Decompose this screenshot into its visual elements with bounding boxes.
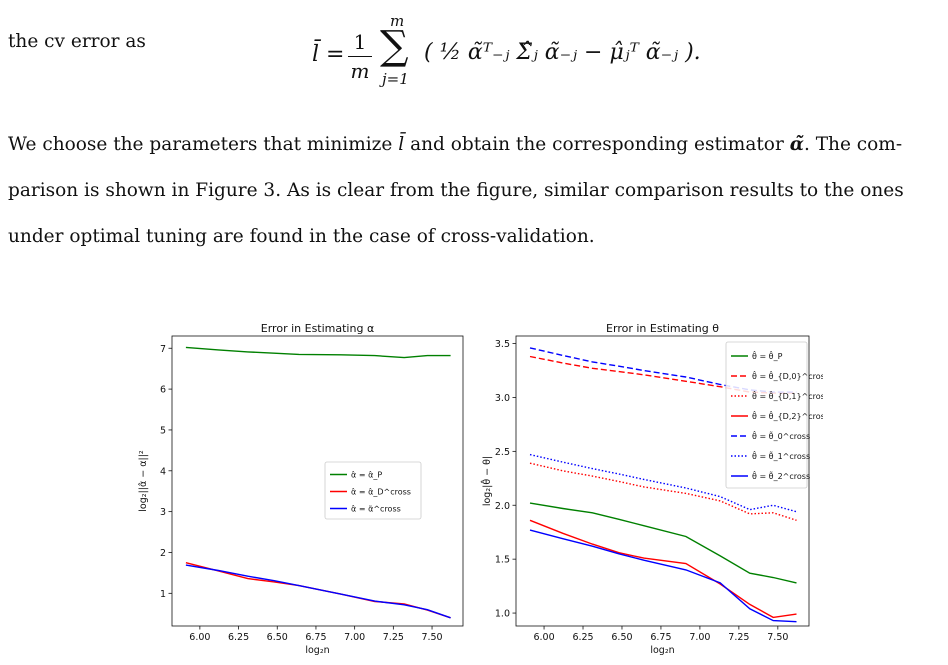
x-tick-label: 6.25 — [572, 632, 593, 643]
series-line — [185, 562, 451, 619]
legend-label: θ̂ = θ̂_{D,2}^cross — [752, 410, 823, 421]
x-tick-label: 6.25 — [228, 632, 249, 643]
plot-frame — [171, 335, 464, 627]
y-tick-label: 4 — [160, 466, 166, 477]
legend-label: θ̂ = θ̃_2^cross — [752, 470, 810, 481]
legend-label: θ̂ = θ̃_1^cross — [752, 450, 810, 461]
y-tick-label: 6 — [160, 385, 166, 396]
legend-label: θ̂ = θ̂_{D,1}^cross — [752, 390, 823, 401]
y-tick-label: 3 — [160, 507, 166, 518]
theta-error-chart: Error in Estimating θ 6.00 6.25 6.50 6.75 7.0… — [480, 322, 823, 656]
series-line — [185, 564, 451, 619]
text-line-4: under optimal tuning are found in the ca… — [8, 226, 595, 247]
equation-body: ( ½ α̃ᵀ₋ⱼ Σ̂ⱼ α̃₋ⱼ − μ̂ⱼᵀ α̃₋ⱼ ). — [424, 40, 701, 65]
y-tick-label: 2 — [160, 548, 166, 559]
x-tick-label: 7.50 — [767, 632, 788, 643]
y-axis-label: log₂|θ̂ − θ| — [480, 456, 493, 506]
x-tick-label: 7.00 — [344, 632, 365, 643]
series-line — [529, 529, 797, 623]
series-line — [529, 453, 797, 513]
y-tick-label: 3.5 — [495, 339, 510, 350]
x-tick-label: 7.25 — [383, 632, 404, 643]
alpha-error-chart: Error in Estimating α 6.00 6.25 6.50 6.75 7.0… — [138, 322, 464, 656]
text-line-1: the cv error as — [8, 31, 146, 52]
y-tick-label: 1.0 — [495, 609, 510, 620]
series-line — [185, 346, 451, 359]
y-tick-label: 2.5 — [495, 447, 510, 458]
text-line-2: We choose the parameters that minimize l… — [8, 134, 902, 156]
lbar-symbol: l̄ — [398, 134, 405, 155]
legend-label: α̂ = α̃^cross — [351, 504, 401, 514]
legend-box — [324, 461, 422, 520]
x-tick-label: 6.50 — [611, 632, 632, 643]
legend-label: θ̂ = θ̂_{D,0}^cross — [752, 370, 823, 381]
sum-lower-limit: j=1 — [382, 70, 409, 88]
equation-lhs: l̄ = — [312, 42, 345, 67]
series-line — [529, 462, 797, 521]
x-tick-label: 7.00 — [689, 632, 710, 643]
plot-frame — [515, 335, 810, 627]
y-tick-label: 7 — [160, 344, 166, 355]
y-axis-label: log₂||α̂ − α||² — [138, 450, 149, 512]
text-line-2b: and obtain the corresponding estimator — [410, 134, 784, 155]
y-tick-label: 2.0 — [495, 501, 510, 512]
legend-label: α̂ = α̂_D^cross — [351, 487, 411, 497]
legend-box — [725, 341, 808, 489]
y-tick-label: 3.0 — [495, 393, 510, 404]
fraction-denominator: m — [350, 59, 370, 83]
text-line-3: parison is shown in Figure 3. As is clea… — [8, 180, 904, 201]
sum-sign: ∑ — [380, 23, 409, 69]
x-tick-label: 6.50 — [267, 632, 288, 643]
x-tick-label: 6.00 — [189, 632, 210, 643]
cv-error-equation: l̄ = 1 m m ∑ j=1 ( ½ α̃ᵀ₋ⱼ Σ̂ⱼ α̃₋ⱼ − μ̂… — [312, 12, 732, 112]
chart-title: Error in Estimating θ — [606, 322, 719, 335]
x-axis-label: log₂n — [305, 645, 329, 656]
fraction-numerator: 1 — [353, 30, 367, 54]
x-tick-label: 7.50 — [421, 632, 442, 643]
series-line — [529, 519, 797, 619]
y-tick-label: 1 — [160, 589, 166, 600]
x-tick-label: 6.00 — [533, 632, 554, 643]
x-tick-label: 6.75 — [305, 632, 326, 643]
x-axis-label: log₂n — [650, 645, 674, 656]
y-tick-label: 5 — [160, 425, 166, 436]
legend-label: θ̂ = θ̃_0^cross — [752, 430, 810, 441]
equation-fraction: 1 m — [348, 30, 372, 83]
y-tick-label: 1.5 — [495, 555, 510, 566]
text-line-2a: We choose the parameters that minimize — [8, 134, 393, 155]
alpha-tilde-symbol: α̃ — [789, 134, 804, 155]
sum-upper-limit: m — [390, 12, 405, 30]
chart-title: Error in Estimating α — [261, 322, 374, 335]
series-line — [529, 502, 797, 584]
x-tick-label: 7.25 — [728, 632, 749, 643]
x-tick-label: 6.75 — [650, 632, 671, 643]
legend-label: θ̂ = θ̂_P — [752, 350, 783, 361]
legend-label: α̂ = α̂_P — [351, 470, 382, 480]
text-line-2c: . The com- — [803, 134, 903, 155]
